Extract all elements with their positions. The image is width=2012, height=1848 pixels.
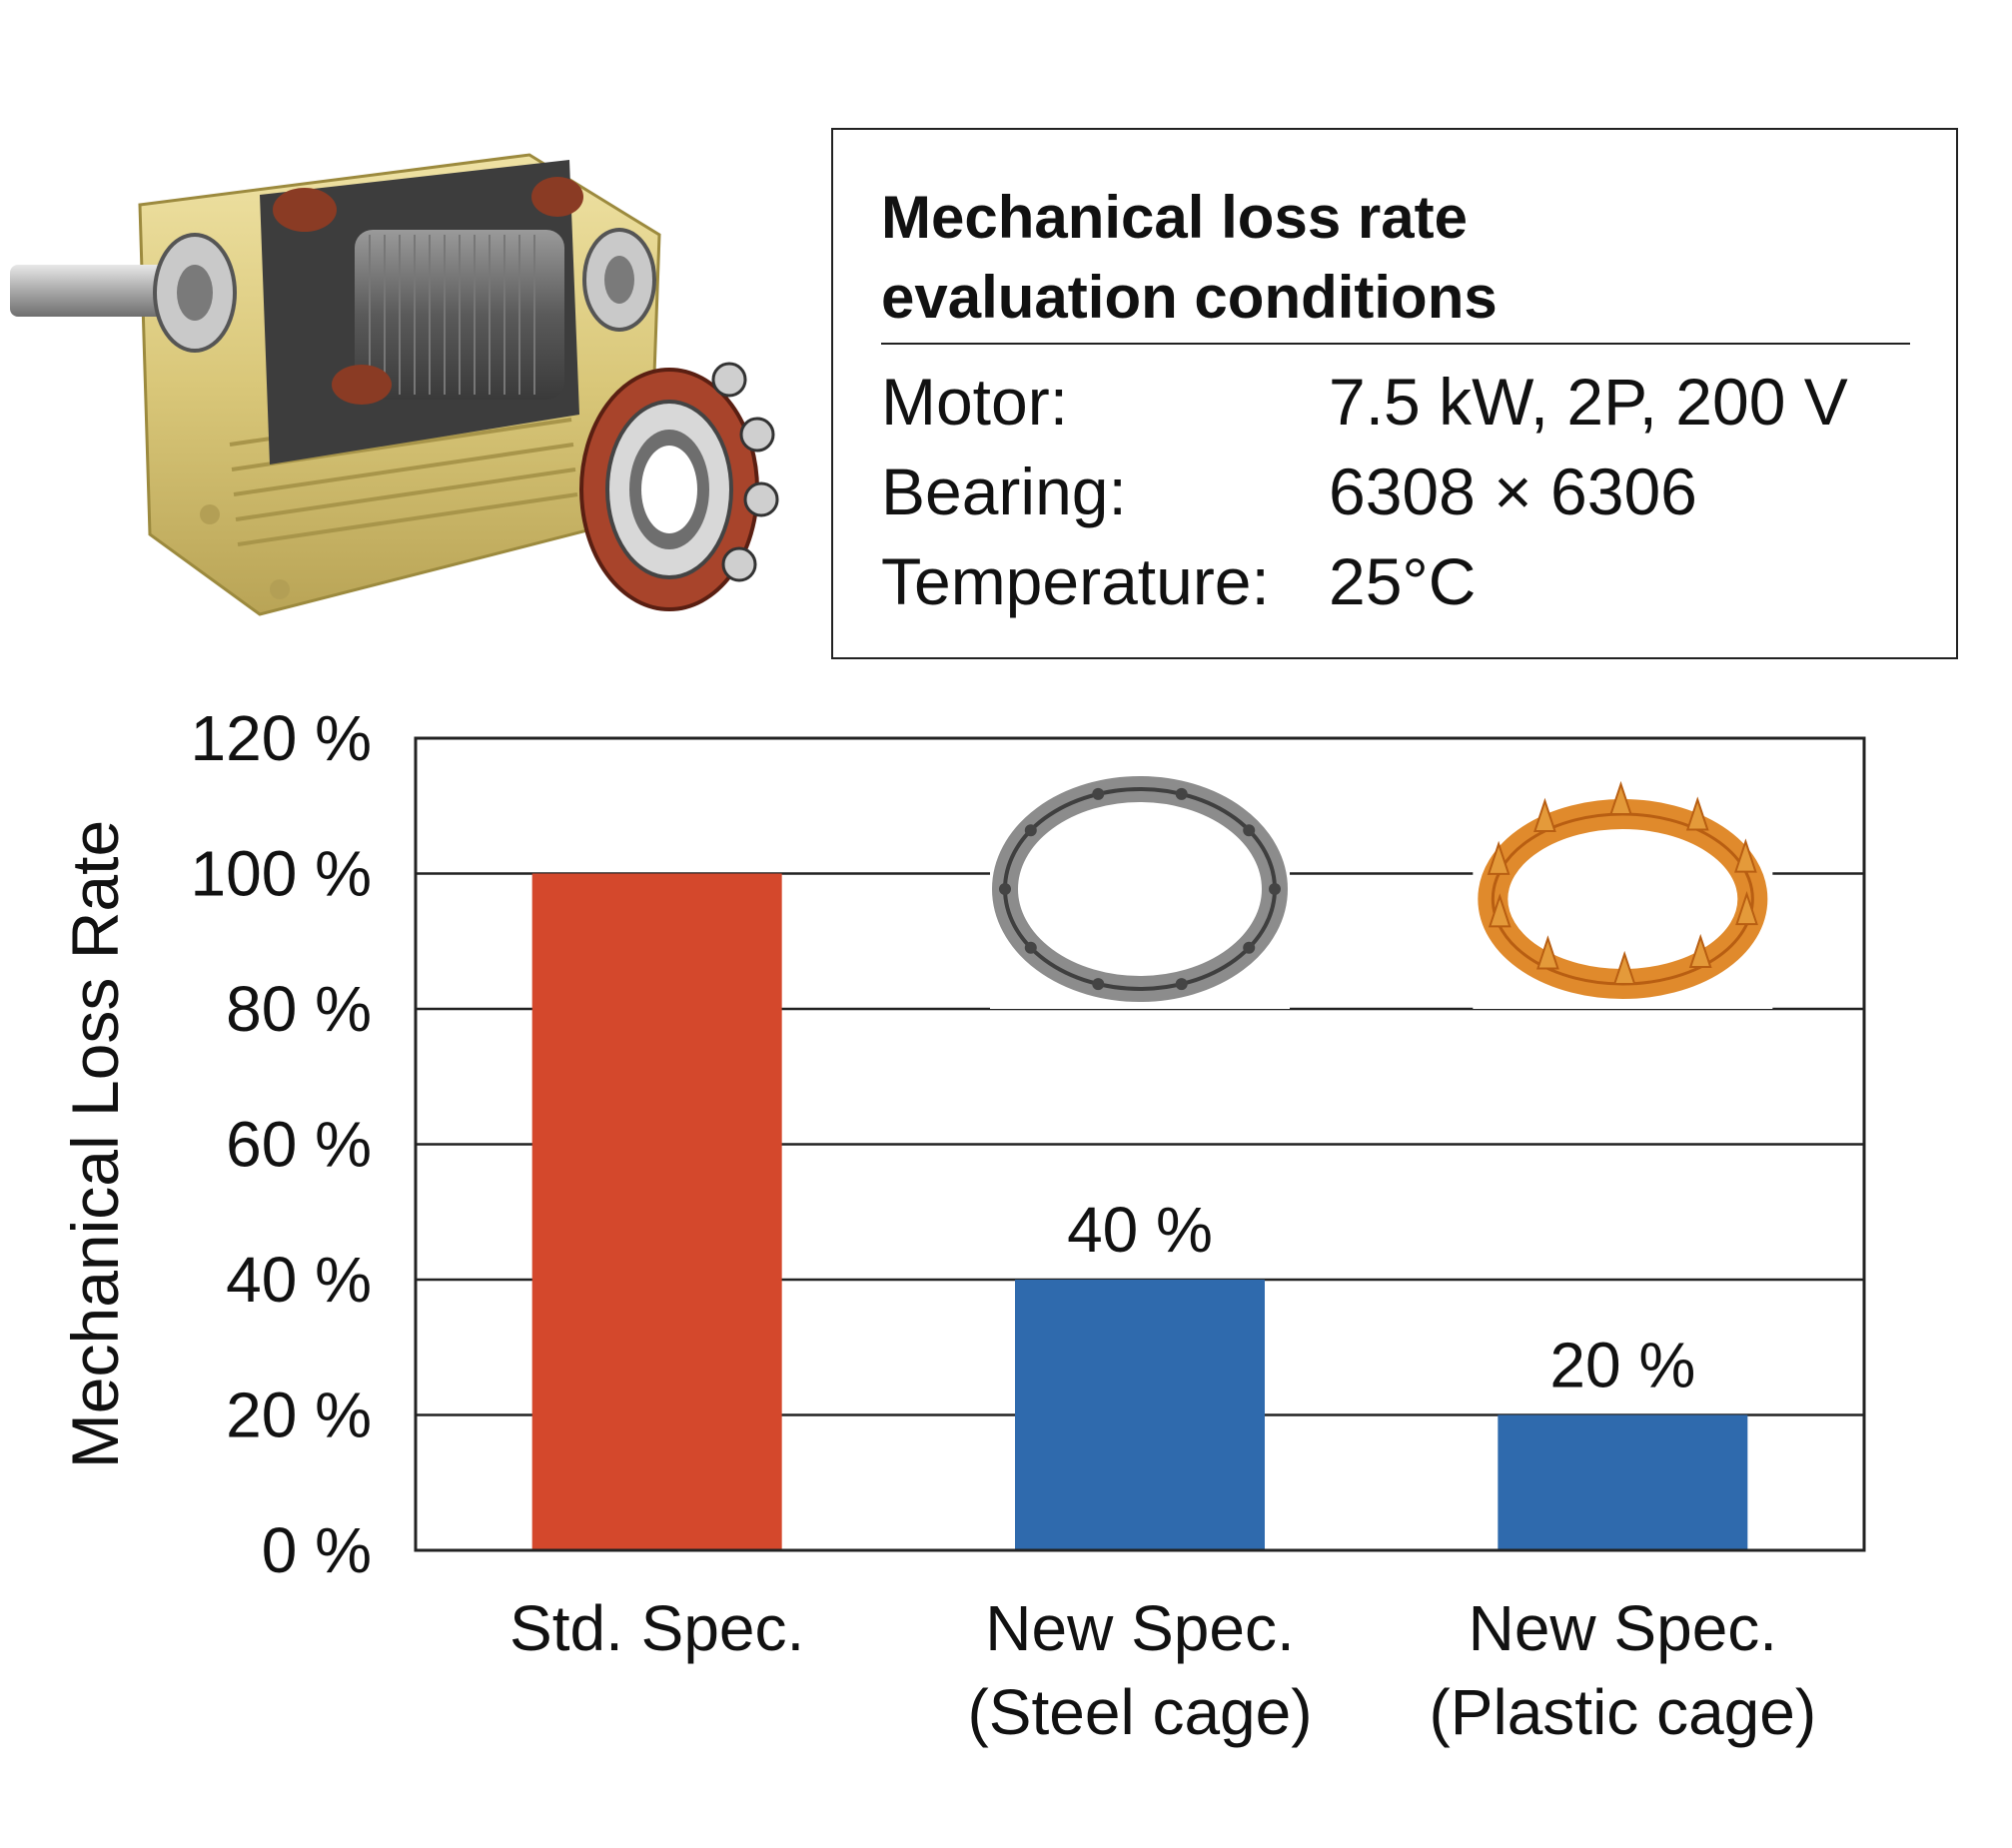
- y-tick-label: 40 %: [226, 1244, 372, 1316]
- condition-label: Bearing:: [881, 455, 1127, 528]
- motor-body: [10, 153, 661, 616]
- cage-rivet: [1269, 883, 1281, 895]
- ball-bearing-icon: [579, 362, 779, 611]
- y-tick-label: 120 %: [191, 702, 372, 774]
- cage-tooth: [1734, 838, 1757, 873]
- y-tick-label: 80 %: [226, 973, 372, 1045]
- bar: [1498, 1414, 1748, 1550]
- cage-rivet: [1175, 978, 1188, 991]
- x-category-label: Std. Spec.: [509, 1592, 804, 1664]
- condition-label: Motor:: [881, 365, 1069, 439]
- cage-rivet: [1024, 824, 1037, 837]
- x-category-line: Std. Spec.: [509, 1592, 804, 1664]
- cage-tooth: [1609, 780, 1632, 816]
- x-category-line: (Steel cage): [967, 1676, 1312, 1748]
- cage-rivet: [1092, 787, 1105, 800]
- cage-tooth: [1612, 950, 1636, 985]
- cage-rivet: [1092, 978, 1105, 991]
- steel-cage-icon: [990, 759, 1290, 1009]
- cage-tooth: [1487, 840, 1510, 875]
- condition-value: 6308 × 6306: [1329, 455, 1697, 528]
- data-label: 40 %: [1067, 1194, 1213, 1266]
- y-axis-title: Mechanical Loss Rate: [58, 820, 132, 1468]
- cage-rivet: [1175, 787, 1188, 800]
- cage-tooth: [1688, 933, 1712, 969]
- y-tick-label: 100 %: [191, 838, 372, 910]
- y-tick-label: 0 %: [262, 1514, 372, 1586]
- x-category-line: (Plastic cage): [1429, 1676, 1816, 1748]
- cage-tooth: [1735, 890, 1758, 926]
- cage-tooth: [1488, 893, 1511, 928]
- cage-rivet: [1243, 824, 1256, 837]
- condition-value: 7.5 kW, 2P, 200 V: [1329, 365, 1848, 439]
- cage-rivet: [999, 883, 1011, 895]
- conditions-divider: [881, 343, 1910, 345]
- cage-rivet: [1243, 941, 1256, 954]
- bar-chart: 40 % 20 % 0 % 20 % 40 % 60 % 80 % 100 % 120 % Mec…: [58, 702, 1866, 1748]
- x-category-label: New Spec. (Steel cage): [967, 1592, 1312, 1748]
- plastic-cage-icon: [1473, 779, 1773, 1009]
- cage-tooth: [1533, 797, 1556, 832]
- cage-tooth: [1685, 796, 1709, 831]
- motor-illustration: [10, 153, 779, 616]
- conditions-title-line2: evaluation conditions: [881, 264, 1498, 331]
- x-category-label: New Spec. (Plastic cage): [1429, 1592, 1816, 1748]
- bar: [531, 873, 782, 1550]
- y-tick-label: 60 %: [226, 1109, 372, 1181]
- conditions-box: Mechanical loss rate evaluation conditio…: [831, 128, 1958, 659]
- condition-value: 25°C: [1329, 544, 1477, 618]
- x-category-line: New Spec.: [1469, 1592, 1777, 1664]
- conditions-title: Mechanical loss rate evaluation conditio…: [881, 178, 1920, 338]
- y-tick-label: 20 %: [226, 1380, 372, 1451]
- condition-label: Temperature:: [881, 544, 1270, 618]
- cage-tooth: [1536, 935, 1559, 970]
- x-category-line: New Spec.: [985, 1592, 1294, 1664]
- data-label: 20 %: [1549, 1330, 1695, 1401]
- bar: [1015, 1280, 1265, 1550]
- plot-frame: [414, 736, 1866, 1552]
- conditions-title-line1: Mechanical loss rate: [881, 184, 1468, 251]
- cage-rivet: [1024, 941, 1037, 954]
